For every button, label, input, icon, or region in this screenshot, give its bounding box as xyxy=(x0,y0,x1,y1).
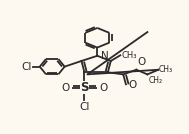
Text: CH₃: CH₃ xyxy=(159,65,173,74)
Text: O: O xyxy=(99,83,107,93)
Text: O: O xyxy=(61,83,70,93)
Text: O: O xyxy=(137,57,145,67)
Text: CH₃: CH₃ xyxy=(122,51,137,60)
Text: S: S xyxy=(80,81,89,94)
Text: Cl: Cl xyxy=(21,62,32,72)
Text: O: O xyxy=(129,80,137,90)
Text: CH₂: CH₂ xyxy=(148,76,162,85)
Text: Cl: Cl xyxy=(79,102,90,112)
Text: N: N xyxy=(101,51,109,61)
